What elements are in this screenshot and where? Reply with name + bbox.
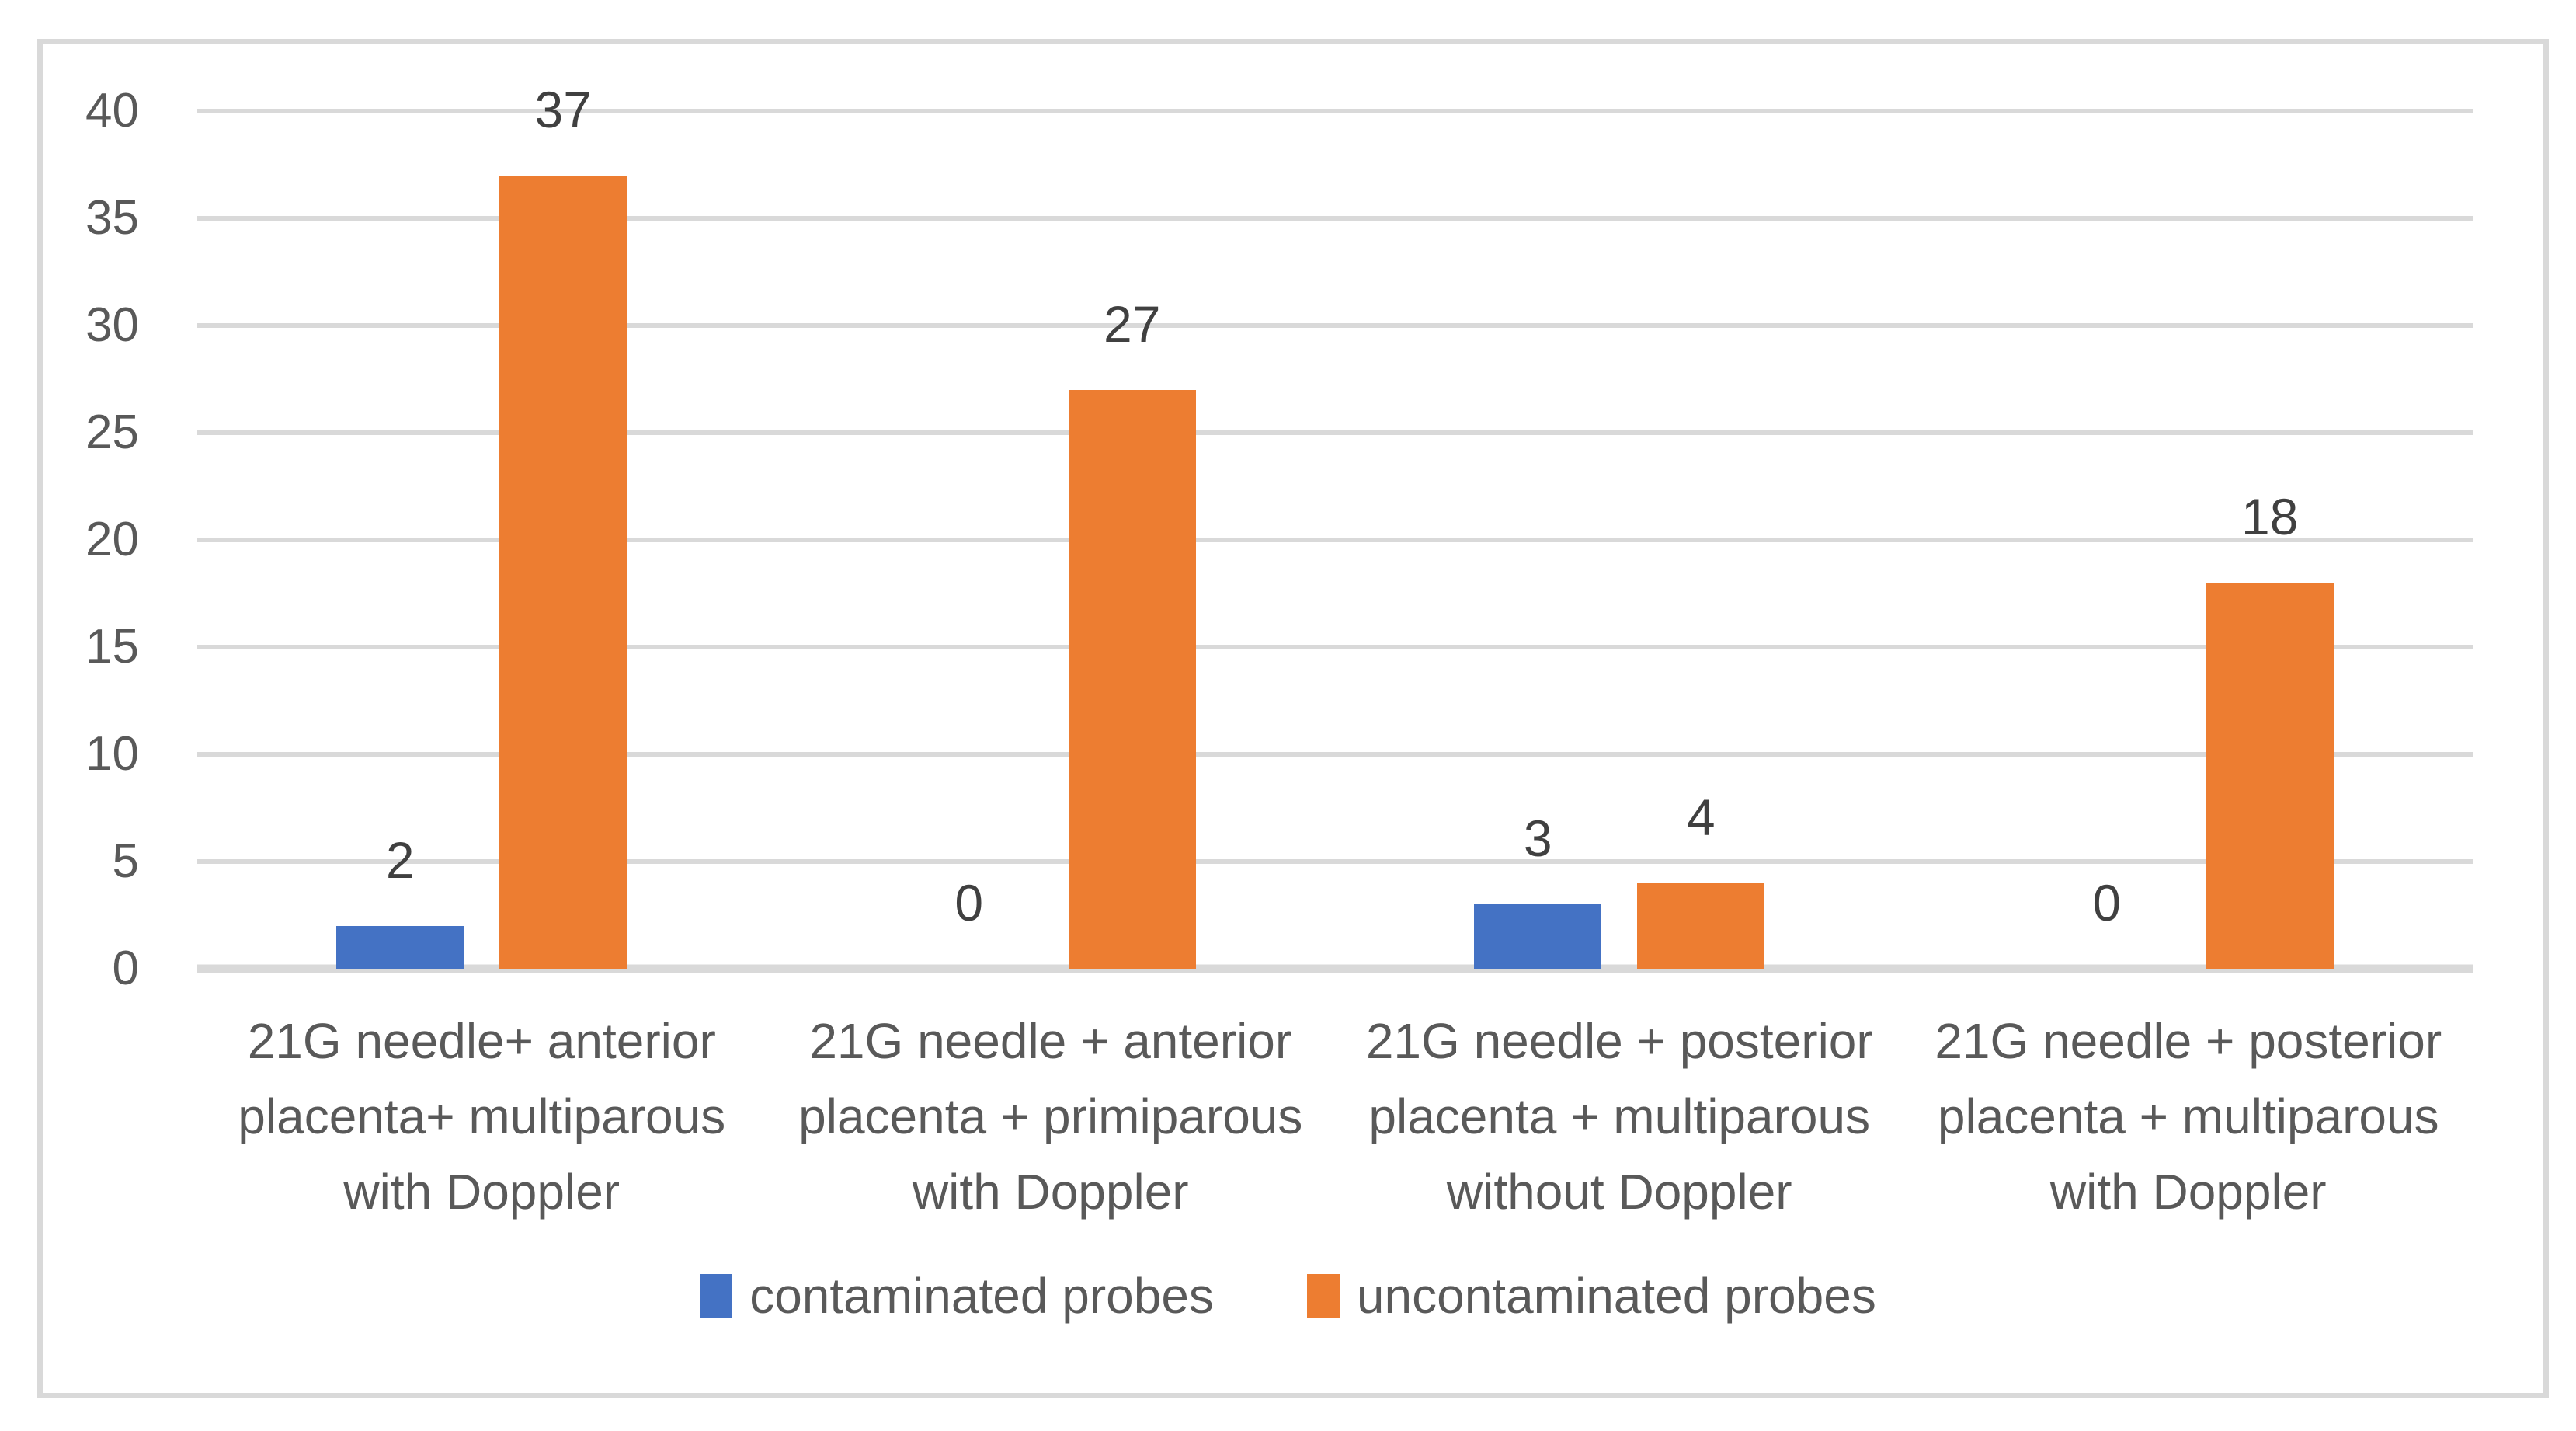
bar-value-label-uncontaminated-probes-group1: 37 [534, 80, 592, 138]
gridline-20 [197, 538, 2473, 542]
y-axis-tick-label-30: 30 [85, 298, 139, 352]
bar-uncontaminated-probes-group3 [1637, 883, 1765, 969]
bar-uncontaminated-probes-group2 [1068, 389, 1196, 969]
gridline-30 [197, 323, 2473, 328]
gridline-35 [197, 216, 2473, 221]
bar-uncontaminated-probes-group4 [2206, 583, 2334, 969]
legend-swatch-contaminated-probes [700, 1274, 733, 1318]
y-axis-tick-label-40: 40 [85, 84, 139, 138]
y-axis-tick-label-15: 15 [85, 620, 139, 674]
gridline-40 [197, 109, 2473, 113]
y-axis-tick-label-0: 0 [112, 942, 139, 995]
y-axis-tick-label-25: 25 [85, 406, 139, 459]
gridline-10 [197, 752, 2473, 757]
gridline-15 [197, 645, 2473, 649]
legend-entry-uncontaminated-probes: uncontaminated probes [1306, 1268, 1876, 1324]
x-axis-category-label-2: 21G needle + anterior placenta + primipa… [798, 1013, 1303, 1220]
chart-border-frame [37, 39, 2549, 1398]
bar-value-label-uncontaminated-probes-group3: 4 [1686, 788, 1716, 846]
y-axis-tick-label-35: 35 [85, 191, 139, 245]
gridline-0 [197, 964, 2473, 973]
bar-value-label-uncontaminated-probes-group2: 27 [1104, 294, 1161, 353]
bar-contaminated-probes-group3 [1474, 904, 1602, 969]
x-axis-category-label-3: 21G needle + posterior placenta + multip… [1365, 1013, 1873, 1220]
bar-value-label-contaminated-probes-group3: 3 [1523, 810, 1552, 868]
y-axis-tick-label-20: 20 [85, 513, 139, 566]
x-axis-category-label-4: 21G needle + posterior placenta + multip… [1935, 1013, 2442, 1220]
bar-uncontaminated-probes-group1 [499, 175, 627, 969]
bar-value-label-contaminated-probes-group1: 2 [385, 830, 415, 889]
legend-label-uncontaminated-probes: uncontaminated probes [1356, 1268, 1876, 1324]
x-axis-category-labels: 21G needle+ anterior placenta+ multiparo… [197, 1004, 2473, 1230]
y-axis-tick-label-5: 5 [112, 834, 139, 888]
y-axis-tick-label-10: 10 [85, 727, 139, 781]
legend-label-contaminated-probes: contaminated probes [749, 1268, 1214, 1324]
legend-entry-contaminated-probes: contaminated probes [700, 1268, 1214, 1324]
x-axis-category-label-1: 21G needle+ anterior placenta+ multiparo… [238, 1013, 726, 1220]
legend-swatch-uncontaminated-probes [1306, 1274, 1340, 1318]
bar-value-label-uncontaminated-probes-group4: 18 [2241, 488, 2299, 546]
bar-value-label-contaminated-probes-group4: 0 [2092, 874, 2122, 931]
plot-area: 0 5 10 15 20 25 30 35 40 2 0 3 0 37 27 4 18 [85, 82, 2473, 993]
bar-value-label-contaminated-probes-group2: 0 [954, 874, 984, 931]
bar-contaminated-probes-group1 [336, 925, 464, 969]
gridline-25 [197, 430, 2473, 435]
legend: contaminated probes uncontaminated probes [0, 1268, 2576, 1324]
gridline-5 [197, 859, 2473, 864]
